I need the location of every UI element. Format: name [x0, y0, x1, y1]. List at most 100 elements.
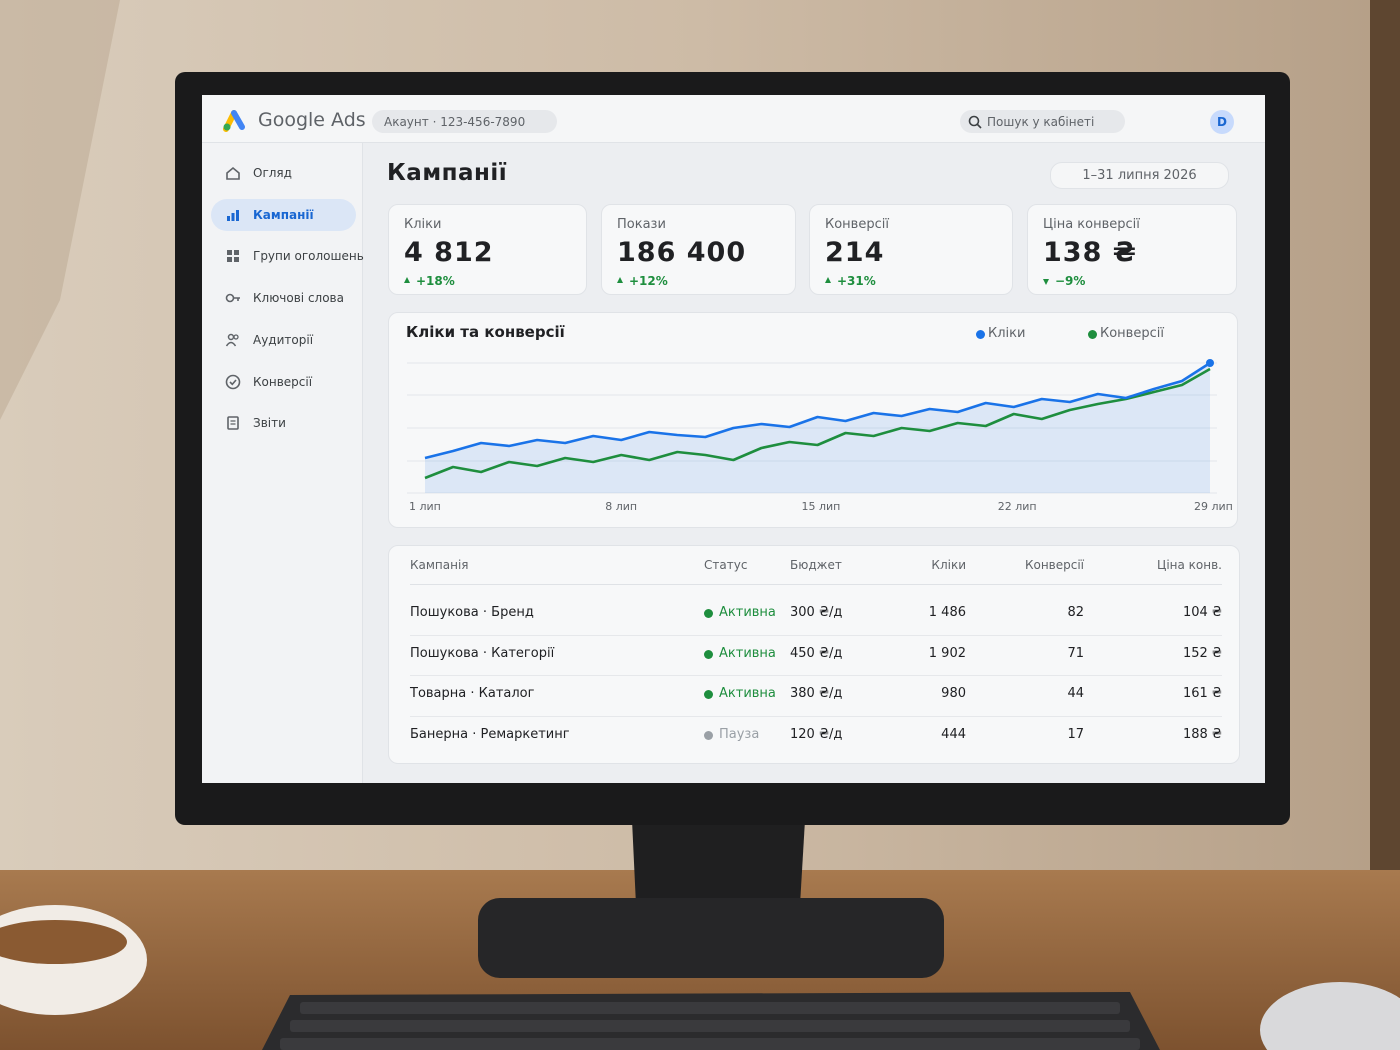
kpi-arrow — [825, 277, 831, 283]
nav-icon — [225, 333, 239, 347]
nav-icon — [227, 209, 239, 221]
row-rule — [410, 716, 1222, 718]
kpi-delta: +18% — [416, 274, 455, 288]
line-1 — [424, 367, 1211, 480]
chart-plot — [407, 359, 1217, 494]
kpi-value: 4 812 — [404, 237, 494, 268]
status-dot — [704, 649, 713, 659]
row-rule — [410, 675, 1222, 677]
cell: 44 — [1067, 686, 1084, 702]
cell: Товарна · Каталог — [410, 686, 535, 702]
x-tick-label: 29 лип — [1194, 500, 1233, 513]
cell: 71 — [1067, 645, 1084, 661]
nav-item[interactable]: Ключові слова — [211, 282, 356, 314]
nav-item[interactable]: Кампанії — [211, 198, 356, 231]
cell: 444 — [941, 727, 966, 743]
kpi-value: 186 400 — [617, 237, 747, 268]
nav-item[interactable]: Звіти — [211, 407, 356, 439]
x-tick-label: 15 лип — [801, 500, 841, 513]
nav-label: Кампанії — [253, 207, 314, 222]
shelf — [1370, 0, 1400, 880]
cell: 17 — [1067, 727, 1084, 743]
column-header: Ціна конв. — [1157, 558, 1222, 572]
nav-icon — [226, 166, 240, 180]
cell: 380 ₴/д — [790, 686, 843, 702]
kpi-value: 138 ₴ — [1043, 237, 1137, 268]
cell: 300 ₴/д — [790, 605, 843, 620]
date-range[interactable]: 1–31 липня 2026 — [1050, 162, 1229, 189]
brand: Google Ads — [258, 109, 366, 131]
status: Активна — [719, 686, 776, 702]
nav-label: Звіти — [253, 416, 286, 431]
nav-label: Групи оголошень — [253, 249, 364, 264]
cell: 82 — [1067, 605, 1084, 620]
cell: 1 486 — [928, 605, 966, 620]
account-pill[interactable]: Акаунт · 123-456-7890 — [372, 110, 557, 133]
status: Активна — [719, 645, 776, 661]
legend-label: Кліки — [988, 326, 1026, 341]
nav-icon — [227, 250, 239, 263]
column-header: Бюджет — [790, 558, 842, 572]
cell: 450 ₴/д — [790, 645, 843, 661]
nav-item[interactable]: Аудиторії — [211, 324, 356, 356]
cell: 161 ₴ — [1182, 686, 1222, 702]
kpi-value: 214 — [825, 237, 885, 268]
cell: Пошукова · Категорії — [410, 645, 555, 661]
legend-dot — [1088, 330, 1097, 339]
kpi-card: Конверсії 214 +31% — [809, 204, 1013, 295]
avatar[interactable]: D — [1210, 110, 1234, 134]
monitor-neck — [632, 820, 805, 905]
kpi-label: Конверсії — [825, 217, 889, 232]
cell: Банерна · Ремаркетинг — [410, 727, 570, 743]
nav-icon — [225, 293, 240, 303]
kpi-arrow — [1043, 279, 1049, 285]
column-header: Кампанія — [410, 558, 469, 572]
column-header: Кліки — [931, 558, 966, 572]
kpi-arrow — [404, 277, 410, 283]
status-dot — [704, 609, 713, 618]
search-placeholder: Пошук у кабінеті — [987, 114, 1095, 129]
kpi-card: Покази 186 400 +12% — [601, 204, 796, 295]
nav-item[interactable]: Огляд — [211, 157, 356, 189]
mouse — [1260, 982, 1400, 1050]
status: Активна — [719, 605, 776, 620]
area-fill — [425, 363, 1210, 493]
cell: Пошукова · Бренд — [410, 605, 534, 620]
cell: 188 ₴ — [1182, 727, 1222, 743]
cell: 104 ₴ — [1182, 605, 1222, 620]
page-title: Кампанії — [387, 160, 508, 186]
row-rule — [410, 634, 1222, 636]
nav-label: Огляд — [253, 166, 292, 180]
kpi-delta: +31% — [837, 274, 876, 288]
x-tick-label: 1 лип — [409, 500, 441, 513]
kpi-card: Кліки 4 812 +18% — [388, 204, 587, 295]
nav-item[interactable]: Конверсії — [211, 366, 356, 398]
cell: 152 ₴ — [1182, 645, 1222, 661]
chart-title: Кліки та конверсії — [406, 323, 565, 341]
nav-label: Аудиторії — [253, 332, 314, 347]
line-0 — [424, 361, 1211, 460]
search-box[interactable]: Пошук у кабінеті — [960, 110, 1125, 133]
nav-item[interactable]: Групи оголошень — [211, 240, 364, 272]
logo — [223, 110, 245, 132]
screen: Google Ads Акаунт · 123-456-7890 Пошук у… — [202, 95, 1265, 783]
kpi-label: Кліки — [404, 217, 442, 232]
x-tick-label: 8 лип — [605, 500, 638, 513]
chart-card — [388, 312, 1238, 528]
kpi-label: Ціна конверсії — [1043, 217, 1140, 232]
cell: 1 902 — [928, 645, 966, 661]
kpi-delta: −9% — [1055, 274, 1086, 288]
x-tick-label: 22 лип — [997, 500, 1037, 513]
end-point — [1206, 359, 1214, 367]
monitor-base — [478, 898, 944, 978]
cell: 120 ₴/д — [790, 727, 843, 743]
legend-dot — [976, 330, 985, 339]
cell: 980 — [941, 686, 966, 702]
column-header: Конверсії — [1024, 558, 1084, 572]
shadow — [0, 0, 120, 420]
nav-label: Конверсії — [253, 374, 313, 389]
kpi-label: Покази — [617, 217, 666, 232]
coffee — [0, 920, 127, 964]
kpi-arrow — [617, 277, 623, 283]
